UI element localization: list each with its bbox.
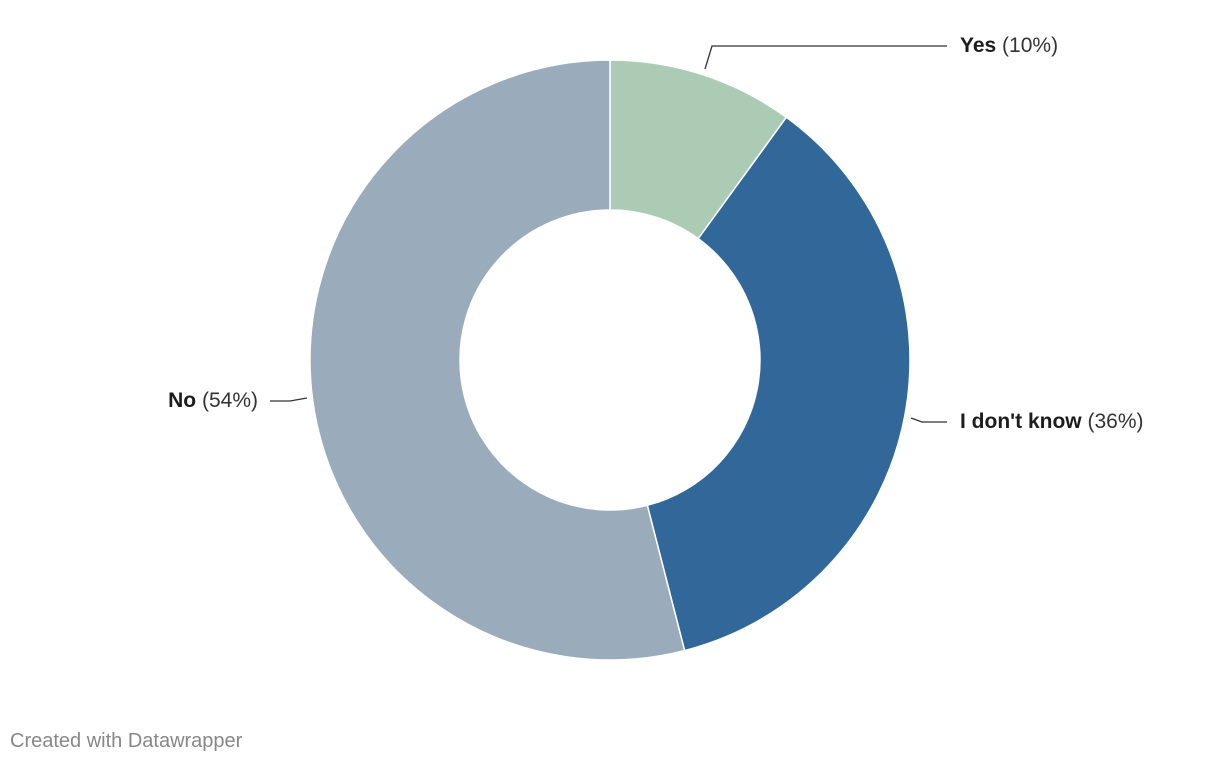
leader-line-i-don-t-know [910,417,947,423]
slice-label-percent: (36%) [1082,410,1144,433]
slices-layer [309,59,911,661]
slice-no[interactable] [309,59,686,661]
leader-line-no [270,397,308,402]
datawrapper-credit[interactable]: Created with Datawrapper [10,730,243,752]
slice-i-don-t-know[interactable] [646,116,911,652]
slice-label-name: Yes [960,34,996,57]
leader-line-yes [704,45,947,70]
slice-label-yes: Yes (10%) [960,34,1058,57]
slice-label-name: No [168,389,196,412]
slice-label-percent: (10%) [996,34,1058,57]
slice-label-i-don-t-know: I don't know (36%) [960,410,1144,433]
slice-label-name: I don't know [960,410,1082,433]
slice-label-percent: (54%) [196,389,258,412]
slice-label-no: No (54%) [168,389,258,412]
labels-layer: Yes (10%) I don't know (36%) No (54%) [168,34,1143,433]
